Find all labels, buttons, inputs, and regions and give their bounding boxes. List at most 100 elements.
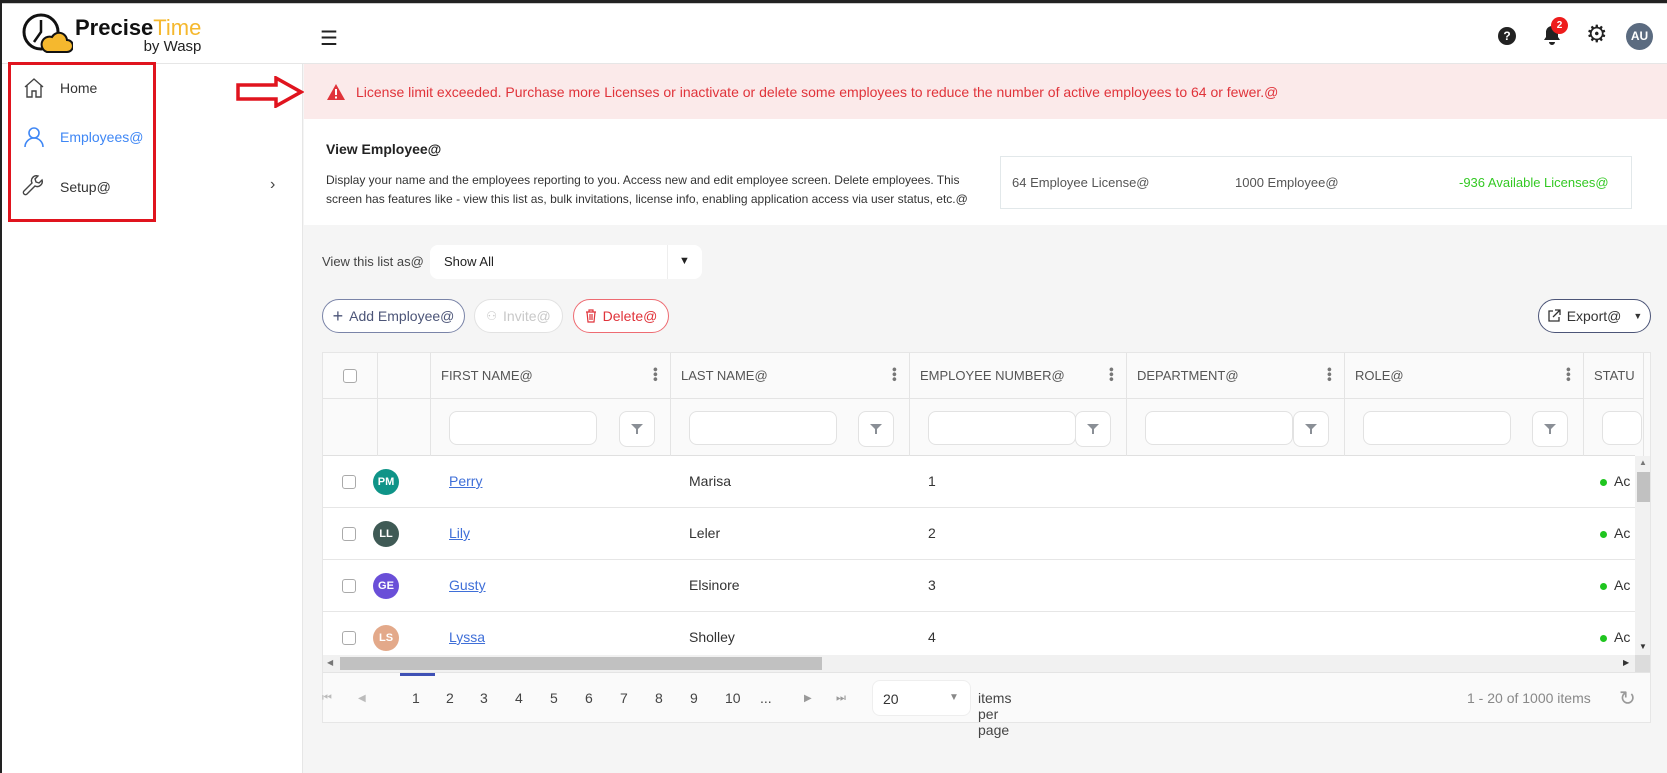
caret-down-icon: ▼ [949,692,959,703]
view-list-select[interactable]: Show All ▼ [430,245,702,279]
page-button[interactable]: 1 [412,690,420,706]
sidebar-item-setup[interactable]: Setup@ [22,175,111,199]
row-checkbox[interactable] [342,527,356,541]
table-row[interactable]: LS Lyssa Sholley 4 Ac [323,612,1635,655]
clock-cloud-logo-icon [22,13,73,53]
vertical-scrollbar[interactable]: ▲ ▼ [1635,456,1650,655]
status-text: Ac [1614,473,1631,489]
filter-icon [1087,424,1099,434]
status-dot-icon [1600,479,1607,486]
table-row[interactable]: LL Lily Leler 2 Ac [323,508,1635,560]
filter-icon [1305,424,1317,434]
column-filter-input[interactable] [1145,411,1293,445]
column-menu-icon[interactable]: ••• [648,367,664,382]
logo[interactable]: PreciseTime by Wasp [21,12,201,58]
first-page-icon[interactable]: ⏮ [322,692,332,704]
avatar: LL [373,521,399,547]
column-filter-input[interactable] [449,411,597,445]
column-menu-icon[interactable]: ••• [1561,367,1577,382]
filter-cell [431,398,671,456]
first-name-link[interactable]: Lyssa [449,629,486,645]
column-header[interactable]: EMPLOYEE NUMBER@ ••• [910,353,1127,398]
filter-button[interactable] [858,411,894,447]
column-title: EMPLOYEE NUMBER@ [920,368,1065,383]
page-button[interactable]: 2 [446,690,454,706]
chevron-right-icon[interactable]: › [270,176,276,193]
status-text: Ac [1614,629,1631,645]
select-all-checkbox[interactable] [343,369,357,383]
filter-button[interactable] [1532,411,1568,447]
first-name-link[interactable]: Lily [449,525,471,541]
first-name-link[interactable]: Perry [449,473,483,489]
filter-button[interactable] [1293,411,1329,447]
avatar: LS [373,625,399,651]
column-header[interactable]: STATU [1584,353,1644,398]
gear-icon[interactable]: ⚙ [1586,21,1608,48]
pagination-summary: 1 - 20 of 1000 items [1467,690,1591,706]
filter-cell [1345,398,1584,456]
page-button[interactable]: 8 [655,690,663,706]
prev-page-icon[interactable]: ◀ [358,693,366,704]
next-page-icon[interactable]: ▶ [804,693,812,704]
sidebar-item-home[interactable]: Home [22,76,97,100]
page-size-select[interactable]: 20 ▼ [872,680,971,716]
info-panel: View Employee@ Display your name and the… [304,119,1667,225]
items-per-page-label: items per page [978,690,1012,738]
column-filter-input[interactable] [928,411,1076,445]
table-row[interactable]: PM Perry Marisa 1 Ac [323,456,1635,508]
filter-button[interactable] [619,411,655,447]
page-button[interactable]: 3 [480,690,488,706]
table-row[interactable]: GE Gusty Elsinore 3 Ac [323,560,1635,612]
last-name: Sholley [689,629,735,645]
avatar[interactable]: AU [1626,23,1653,50]
invite-button[interactable]: ⚇ Invite@ [474,299,563,333]
view-list-label: View this list as@ [322,254,424,269]
column-filter-input[interactable] [1602,411,1642,445]
page-button[interactable]: 10 [725,690,741,706]
row-checkbox[interactable] [342,579,356,593]
column-header[interactable]: ROLE@ ••• [1345,353,1584,398]
home-icon [24,78,44,98]
column-menu-icon[interactable]: ••• [887,367,903,382]
logo-text-accent: Time [153,14,202,40]
column-header[interactable]: LAST NAME@ ••• [671,353,910,398]
export-button[interactable]: Export@ ▼ [1538,299,1651,333]
horizontal-scrollbar[interactable]: ◀ ▶ [323,655,1635,672]
column-header[interactable]: FIRST NAME@ ••• [431,353,671,398]
sidebar-item-employees[interactable]: Employees@ [22,125,143,149]
button-label: Invite@ [503,308,551,324]
wrench-icon [22,175,43,196]
row-checkbox[interactable] [342,475,356,489]
button-label: Delete@ [602,308,658,324]
add-employee-button[interactable]: + Add Employee@ [322,299,465,333]
employee-number: 1 [928,473,936,489]
column-filter-input[interactable] [689,411,837,445]
hamburger-menu-icon[interactable]: ☰ [320,28,338,50]
column-filter-input[interactable] [1363,411,1511,445]
page-button[interactable]: 5 [550,690,558,706]
row-checkbox[interactable] [342,631,356,645]
help-icon[interactable]: ? [1498,27,1516,45]
page-button[interactable]: ... [760,690,772,706]
first-name-link[interactable]: Gusty [449,577,486,593]
window-frame [0,0,1667,3]
last-page-icon[interactable]: ⏭ [836,692,846,704]
page-button[interactable]: 7 [620,690,628,706]
notification-badge: 2 [1551,17,1568,34]
current-page-indicator [400,673,435,676]
logo-subtext: by Wasp [143,37,202,55]
button-label: Export@ [1566,308,1622,324]
notifications-button[interactable]: 2 [1542,17,1568,49]
column-menu-icon[interactable]: ••• [1104,367,1120,382]
filter-icon [870,424,882,434]
delete-button[interactable]: Delete@ [573,299,669,333]
filter-button[interactable] [1075,411,1111,447]
page-button[interactable]: 4 [515,690,523,706]
refresh-icon[interactable]: ↻ [1619,688,1636,710]
column-menu-icon[interactable]: ••• [1322,367,1338,382]
column-header[interactable]: DEPARTMENT@ ••• [1127,353,1345,398]
page-button[interactable]: 9 [690,690,698,706]
available-licenses: -936 Available Licenses@ [1459,175,1609,190]
page-button[interactable]: 6 [585,690,593,706]
arrow-right-icon [236,76,304,108]
